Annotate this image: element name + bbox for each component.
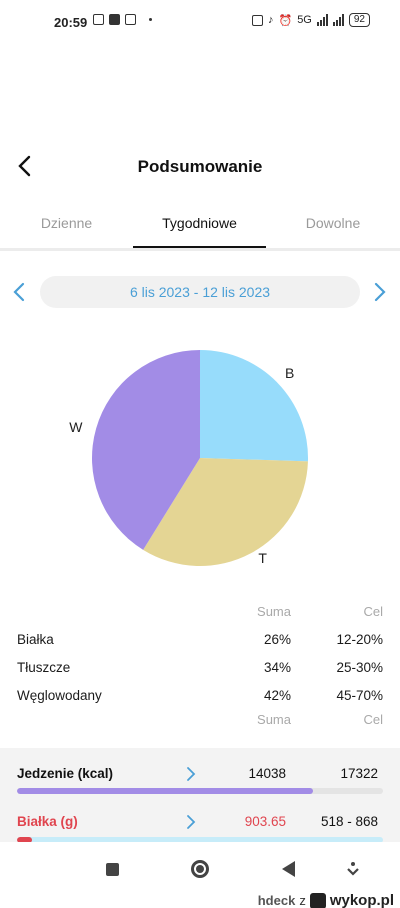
message-icon: [109, 14, 120, 25]
progress-fill-protein: [17, 837, 32, 843]
macro-table-header: Suma Cel: [0, 598, 400, 626]
status-bar: 20:59 ♪ ⏰ 5G 92: [0, 0, 400, 44]
summary-label: Jedzenie (kcal): [17, 766, 114, 781]
alarm-icon: ⏰: [278, 14, 293, 27]
home-icon: [191, 860, 209, 878]
square-icon: [105, 862, 119, 876]
macro-name: Białka: [17, 632, 54, 647]
summary-goal: 17322: [340, 766, 378, 781]
home-button[interactable]: [185, 854, 215, 884]
pie-slice-t: [143, 458, 308, 566]
date-navigator: 6 lis 2023 - 12 lis 2023: [0, 276, 400, 308]
watermark-user: hdeck: [257, 893, 296, 908]
tab-daily[interactable]: Dzienne: [40, 215, 93, 231]
nfc-icon: [251, 14, 263, 26]
table-row: Tłuszcze 34% 25-30%: [0, 654, 400, 682]
assist-button[interactable]: [338, 854, 368, 884]
col-cel-header: Cel: [363, 712, 383, 727]
recent-apps-button[interactable]: [97, 854, 127, 884]
pie-label-b: B: [285, 365, 294, 381]
sim-icon: [93, 14, 104, 25]
date-range-label[interactable]: 6 lis 2023 - 12 lis 2023: [40, 276, 360, 308]
assist-icon: [347, 862, 359, 876]
summary-row-kcal[interactable]: Jedzenie (kcal) 14038 17322: [0, 762, 400, 786]
macro-table: Suma Cel Białka 26% 12-20% Tłuszcze 34% …: [0, 598, 400, 710]
macro-suma: 34%: [263, 660, 291, 675]
pie-label-t: T: [258, 550, 267, 566]
tab-weekly[interactable]: Tygodniowe: [133, 200, 266, 248]
pie-slice-b: [200, 350, 308, 462]
summary-goal: 518 - 868: [320, 814, 378, 829]
wykop-logo-icon: [309, 892, 326, 908]
back-nav-button[interactable]: [273, 854, 303, 884]
summary-value: 903.65: [244, 814, 286, 829]
triangle-back-icon: [281, 861, 295, 877]
system-icons: ♪ ⏰ 5G 92: [251, 13, 370, 27]
macro-suma: 26%: [263, 632, 291, 647]
col-suma-header: Suma: [257, 712, 291, 727]
status-time: 20:59: [54, 15, 88, 30]
signal-1-icon: [316, 14, 328, 26]
notification-icons: [93, 14, 152, 25]
summary-table-header: Suma Cel: [0, 708, 400, 732]
more-notifications-icon: [149, 18, 152, 21]
macro-cel: 25-30%: [336, 660, 383, 675]
chevron-left-icon: [13, 282, 25, 302]
watermark: hdeck z wykop.pl: [258, 892, 394, 908]
next-week-button[interactable]: [368, 276, 392, 308]
summary-label: Białka (g): [17, 814, 78, 829]
summary-row-protein[interactable]: Białka (g) 903.65 518 - 868: [0, 810, 400, 834]
macro-name: Tłuszcze: [17, 660, 71, 675]
progress-fill-kcal: [17, 788, 314, 794]
mute-icon: ♪: [267, 14, 274, 26]
macro-name: Węglowodany: [17, 688, 102, 703]
period-tabs: Dzienne Tygodniowe Dowolne: [0, 200, 400, 248]
tab-custom[interactable]: Dowolne: [305, 215, 361, 231]
macro-suma: 42%: [263, 688, 291, 703]
progress-bar-kcal: [17, 788, 383, 794]
back-button[interactable]: [10, 148, 38, 184]
watermark-site: wykop.pl: [329, 892, 394, 908]
chevron-right-icon: [186, 810, 196, 836]
col-cel-header: Cel: [363, 604, 383, 619]
summary-panel: Jedzenie (kcal) 14038 17322 Białka (g) 9…: [0, 748, 400, 844]
table-row: Węglowodany 42% 45-70%: [0, 682, 400, 710]
app-header: Podsumowanie: [0, 140, 400, 192]
signal-label: 5G: [297, 14, 312, 26]
summary-value: 14038: [248, 766, 286, 781]
signal-2-icon: [332, 14, 344, 26]
page-title: Podsumowanie: [137, 157, 263, 176]
system-nav-bar: hdeck z wykop.pl: [0, 842, 400, 908]
pie-slice-w: [91, 350, 200, 550]
chevron-left-icon: [18, 155, 31, 177]
macro-cel: 45-70%: [336, 688, 383, 703]
macro-cel: 12-20%: [336, 632, 383, 647]
instagram-icon: [125, 14, 136, 25]
col-suma-header: Suma: [257, 604, 291, 619]
progress-bar-protein: [17, 837, 383, 843]
chevron-right-icon: [186, 762, 196, 788]
chevron-right-icon: [374, 282, 386, 302]
prev-week-button[interactable]: [7, 276, 31, 308]
pie-svg: B T W: [69, 350, 308, 566]
macro-pie-chart: B T W: [60, 340, 340, 580]
watermark-sep: z: [299, 893, 306, 908]
pie-label-w: W: [69, 419, 83, 435]
tabs-divider: [0, 248, 400, 251]
battery-icon: 92: [348, 13, 370, 27]
table-row: Białka 26% 12-20%: [0, 626, 400, 654]
